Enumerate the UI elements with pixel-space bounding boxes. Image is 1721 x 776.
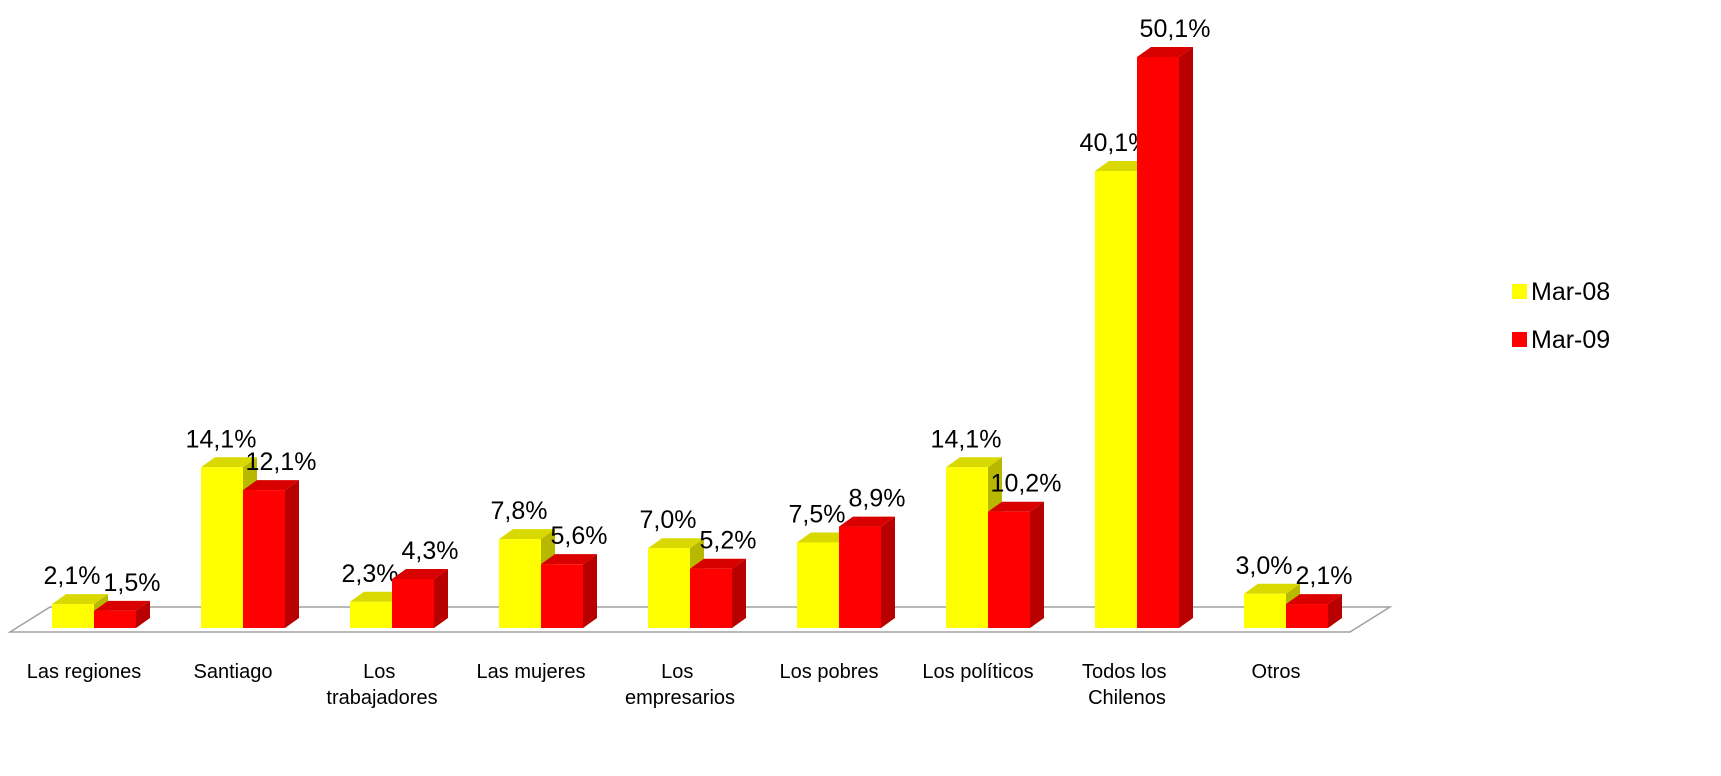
bar bbox=[94, 610, 136, 628]
bar bbox=[1137, 57, 1179, 628]
value-label: 14,1% bbox=[931, 425, 1002, 453]
x-tick-label: Otros bbox=[1252, 661, 1301, 683]
bar-top bbox=[52, 594, 108, 605]
bar-side bbox=[1030, 501, 1044, 628]
x-tick-label: Las regiones bbox=[27, 661, 142, 683]
bar bbox=[52, 604, 94, 628]
x-tick-label: Los políticos bbox=[922, 661, 1033, 683]
bar-top bbox=[690, 558, 746, 569]
value-label: 7,8% bbox=[491, 497, 548, 525]
legend-swatch bbox=[1512, 332, 1527, 347]
bar-top bbox=[541, 554, 597, 565]
x-tick-label: Santiago bbox=[194, 661, 273, 683]
bar bbox=[350, 601, 392, 628]
bar bbox=[1244, 593, 1286, 628]
bar-top bbox=[839, 516, 895, 527]
value-label: 4,3% bbox=[402, 537, 459, 565]
bar bbox=[797, 542, 839, 628]
value-label: 14,1% bbox=[186, 425, 257, 453]
bar bbox=[988, 511, 1030, 628]
bar-side bbox=[583, 554, 597, 628]
value-label: 10,2% bbox=[991, 470, 1062, 498]
value-label: 3,0% bbox=[1236, 552, 1293, 580]
x-tick-label: Los pobres bbox=[780, 661, 879, 683]
value-label: 8,9% bbox=[849, 485, 906, 513]
bar-top bbox=[499, 529, 555, 540]
bar bbox=[690, 568, 732, 628]
bar-side bbox=[1328, 594, 1342, 628]
value-label: 2,1% bbox=[1296, 562, 1353, 590]
value-label: 50,1% bbox=[1140, 15, 1211, 43]
bar-top bbox=[1286, 594, 1342, 605]
bar-side bbox=[434, 568, 448, 628]
value-label: 2,1% bbox=[44, 562, 101, 590]
bar bbox=[1286, 604, 1328, 628]
value-label: 2,3% bbox=[342, 560, 399, 588]
value-label: 5,6% bbox=[551, 522, 608, 550]
bar-top bbox=[243, 480, 299, 491]
value-label: 12,1% bbox=[246, 448, 317, 476]
bar bbox=[648, 548, 690, 628]
bar-top bbox=[392, 568, 448, 579]
value-label: 7,5% bbox=[789, 501, 846, 529]
bar-side bbox=[1179, 47, 1193, 628]
x-tick-label: Las mujeres bbox=[477, 661, 586, 683]
x-tick-label: Los empresarios bbox=[625, 661, 735, 709]
bar-top bbox=[201, 457, 257, 468]
bar bbox=[946, 467, 988, 628]
value-label: 1,5% bbox=[104, 569, 161, 597]
legend-label: Mar-09 bbox=[1531, 326, 1610, 354]
bar bbox=[541, 564, 583, 628]
bar-top bbox=[988, 501, 1044, 512]
bar bbox=[499, 539, 541, 628]
bar bbox=[243, 490, 285, 628]
x-tick-label: Los trabajadores bbox=[326, 661, 437, 709]
bar bbox=[392, 578, 434, 628]
value-label: 7,0% bbox=[640, 506, 697, 534]
bar bbox=[201, 467, 243, 628]
bar-top bbox=[946, 457, 1002, 468]
bar-side bbox=[136, 600, 150, 628]
value-label: 5,2% bbox=[700, 527, 757, 555]
bar bbox=[1095, 170, 1137, 629]
bar-top bbox=[1137, 47, 1193, 57]
x-tick-label: Todos los Chilenos bbox=[1082, 661, 1172, 709]
bar-top bbox=[1244, 583, 1300, 594]
legend-label: Mar-08 bbox=[1531, 278, 1610, 306]
bar-top bbox=[94, 600, 150, 611]
bar-side bbox=[285, 480, 299, 628]
bar-top bbox=[648, 538, 704, 549]
bar bbox=[839, 526, 881, 628]
legend-swatch bbox=[1512, 284, 1527, 299]
bar-side bbox=[732, 558, 746, 628]
bar-side bbox=[881, 516, 895, 628]
